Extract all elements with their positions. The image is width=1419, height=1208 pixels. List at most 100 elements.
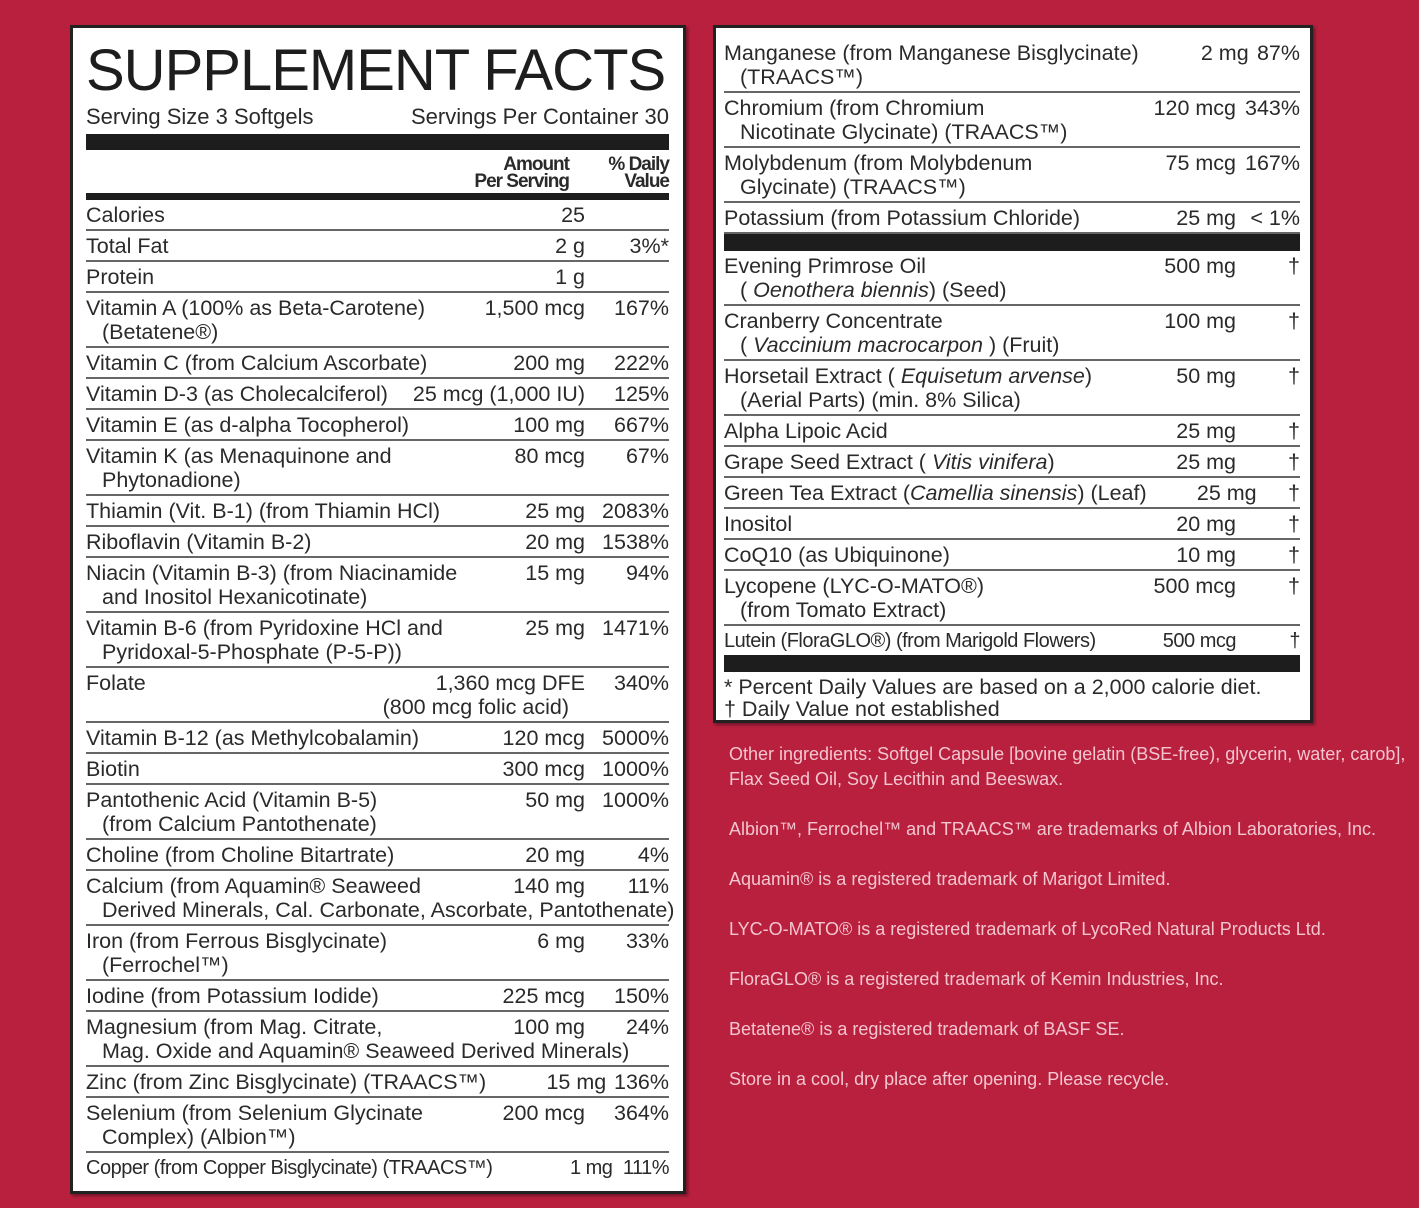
source-suffix: ) (Fruit) [982,333,1060,357]
name-text: Pantothenic Acid (Vitamin B-5) [86,788,378,812]
row-main: Evening Primrose Oil 500 mg † [724,254,1300,278]
latin-name: Camellia sinensis [910,481,1078,505]
nutrient-row: Lutein (FloraGLO®) (from Marigold Flower… [724,626,1301,655]
nutrient-row: Chromium (from Chromium 120 mcg 343% Nicoti… [724,93,1300,148]
amount: 15 mg [525,561,585,585]
name-suffix: ) (Leaf) [1077,481,1147,505]
name-suffix: ) [1047,450,1055,474]
nutrient-row: Horsetail Extract ( Equisetum arvense) 50… [724,361,1300,416]
nutrient-name: Green Tea Extract (Camellia sinensis) (L… [724,481,1147,505]
name-text: Vitamin B-6 (from Pyridoxine HCl and [86,616,443,640]
nutrient-row: Grape Seed Extract ( Vitis vinifera) 25 m… [724,447,1300,478]
nutrient-name: Lycopene (LYC-O-MATO®) [724,574,1126,598]
supplement-facts-panel-left: SUPPLEMENT FACTS Serving Size 3 Softgels… [70,25,686,1194]
daily-value: 364% [614,1101,669,1125]
nutrient-name: Magnesium (from Mag. Citrate, [86,1015,465,1039]
daily-value: < 1% [1250,206,1300,230]
nutrient-row: Vitamin D-3 (as Cholecalciferol) 25 mcg (… [86,379,669,410]
row-main: Lutein (FloraGLO®) (from Marigold Flower… [724,629,1301,653]
name-text: Magnesium (from Mag. Citrate, [86,1015,383,1039]
row-main: Choline (from Choline Bitartrate) 20 mg 4% [86,843,669,867]
nutrient-row: Magnesium (from Mag. Citrate, 100 mg 24% Ma… [86,1012,669,1067]
panel-title: SUPPLEMENT FACTS [86,38,666,103]
serving-info: Serving Size 3 Softgels Servings Per Con… [86,104,669,130]
name-text: Iodine (from Potassium Iodide) [86,984,379,1008]
nutrient-row: Riboflavin (Vitamin B-2) 20 mg 1538% [86,527,669,558]
nutrient-name: Cranberry Concentrate [724,309,1126,333]
daily-value: † [1288,419,1300,443]
serving-size: Serving Size 3 Softgels [86,104,314,129]
column-headers: Amount Per Serving % Daily Value [86,152,670,193]
name-suffix: ) [1084,364,1093,388]
nutrient-row: Vitamin B-12 (as Methylcobalamin) 120 mcg… [86,723,669,754]
daily-value: 1000% [602,788,669,812]
amount: 25 mcg (1,000 IU) [412,382,585,406]
latin-name: Equisetum arvense [900,364,1085,388]
amount: 1,360 mcg DFE [435,671,585,695]
amount: 6 mg [537,929,585,953]
storage-note: Store in a cool, dry place after opening… [729,1069,1170,1089]
nutrient-source: ( Vaccinium macrocarpon ) (Fruit) [724,333,1300,357]
amount: 2 mg [1200,41,1249,65]
row-main: Alpha Lipoic Acid 25 mg † [724,419,1300,443]
nutrient-row: Cranberry Concentrate 100 mg †( Vaccinium … [724,306,1300,361]
trademark-note: Albion™, Ferrochel™ and TRAACS™ are trad… [729,819,1376,839]
row-main: Cranberry Concentrate 100 mg † [724,309,1300,333]
row-main: Zinc (from Zinc Bisglycinate) (TRAACS™) 1… [86,1070,669,1094]
daily-value-header: % Daily Value [608,154,670,192]
nutrient-name: Vitamin D-3 (as Cholecalciferol) [86,382,413,406]
name-text: Cranberry Concentrate [724,309,943,333]
nutrient-row: Copper (from Copper Bisglycinate) (TRAAC… [86,1153,669,1182]
name-text: Horsetail Extract ( [724,364,901,388]
row-main: Manganese (from Manganese Bisglycinate) 2… [724,41,1300,65]
footnote-not-established: † Daily Value not established [724,697,1000,721]
nutrient-row: Green Tea Extract (Camellia sinensis) (L… [724,478,1300,509]
nutrient-name: Vitamin C (from Calcium Ascorbate) [86,351,465,375]
nutrient-row: Inositol 20 mg † [724,509,1300,540]
amount: 75 mcg [1165,151,1236,175]
name-text: Green Tea Extract ( [724,481,911,505]
amount: 15 mg [546,1070,607,1094]
daily-value [585,203,669,227]
nutrient-name: Evening Primrose Oil [724,254,1126,278]
amount: 50 mg [1176,364,1236,388]
nutrient-row: Vitamin B-6 (from Pyridoxine HCl and 25 m… [86,613,669,668]
nutrient-row: Pantothenic Acid (Vitamin B-5) 50 mg 1000%… [86,785,669,840]
daily-value: 67% [625,444,669,468]
name-text: Inositol [724,512,793,536]
nutrient-row: Iodine (from Potassium Iodide) 225 mcg 150… [86,981,669,1012]
daily-value: 4% [637,843,669,867]
name-text: Protein [86,265,155,289]
amount: 500 mg [1164,254,1236,278]
amount: 20 mg [525,843,585,867]
row-main: Vitamin D-3 (as Cholecalciferol) 25 mcg (… [86,382,669,406]
amount: 20 mg [525,530,585,554]
daily-value: 24% [625,1015,669,1039]
nutrient-row: Niacin (Vitamin B-3) (from Niacinamide 15… [86,558,669,613]
name-text: Manganese (from Manganese Bisglycinate) [724,41,1139,65]
name-text: Niacin (Vitamin B-3) (from Niacinamide [86,561,458,585]
row-main: Vitamin C (from Calcium Ascorbate) 200 mg… [86,351,669,375]
daily-value: † [1289,630,1300,652]
amount-detail: (800 mcg folic acid) [382,695,569,719]
divider [86,193,669,200]
daily-value: † [1288,450,1300,474]
nutrient-name: Selenium (from Selenium Glycinate [86,1101,465,1125]
nutrient-name: Riboflavin (Vitamin B-2) [86,530,465,554]
nutrient-name: Total Fat [86,234,465,258]
daily-value: 11% [627,874,669,898]
nutrient-name: Thiamin (Vit. B-1) (from Thiamin HCl) [86,499,465,523]
nutrient-row: Calories 25 [86,200,669,231]
row-main: Vitamin E (as d-alpha Tocopherol) 100 mg 6… [86,413,669,437]
row-main: Vitamin B-6 (from Pyridoxine HCl and 25 m… [86,616,669,640]
daily-value: 33% [625,929,669,953]
nutrient-row: Molybdenum (from Molybdenum 75 mcg 167% Gly… [724,148,1300,203]
daily-value: 167% [614,296,669,320]
servings-per-container: Servings Per Container 30 [410,104,669,129]
amount: 1 g [555,265,585,289]
nutrient-source: (from Calcium Pantothenate) [102,812,377,836]
daily-value: 150% [614,984,669,1008]
latin-name: Vaccinium macrocarpon [753,333,983,357]
row-main: CoQ10 (as Ubiquinone) 10 mg † [724,543,1300,567]
nutrient-row: Vitamin K (as Menaquinone and 80 mcg 67% Ph… [86,441,669,496]
